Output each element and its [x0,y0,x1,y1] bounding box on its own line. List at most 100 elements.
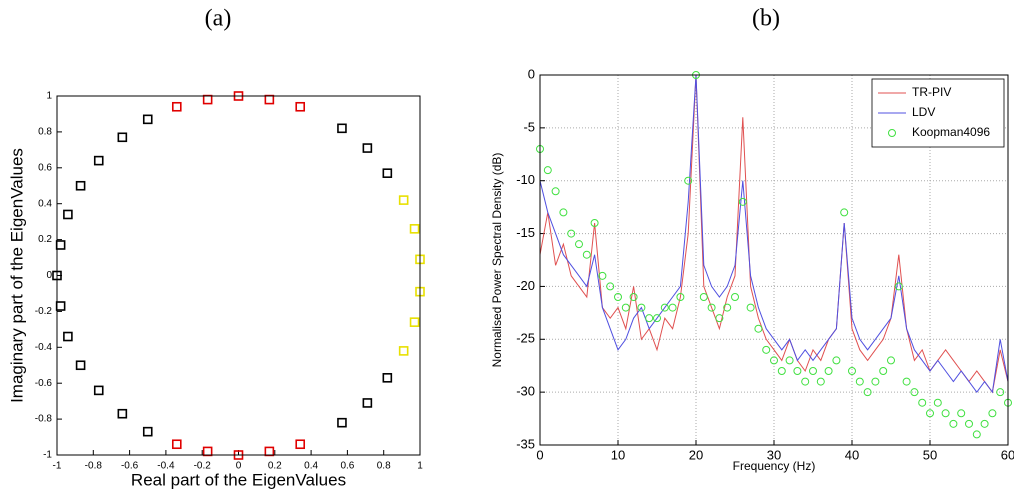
x-tick-label: -0.2 [194,461,212,472]
y-tick-label: -5 [523,119,535,134]
eigenvalue-point [142,114,153,125]
x-tick-label: -0.6 [121,461,139,472]
panel-label: (b) [752,6,780,32]
y-tick-label: -15 [516,225,535,240]
y-tick-label: 0.2 [38,234,52,245]
eigenvalue-point [63,331,73,342]
koopman-point [582,250,591,259]
legend-label: LDV [912,105,935,119]
koopman-point [614,293,622,301]
koopman-point [972,430,981,439]
koopman-point [660,303,669,312]
eigenvalue-point [382,373,393,383]
koopman-point [598,271,607,280]
koopman-point [543,166,552,175]
eigenvalue-point [398,195,409,205]
x-tick-label: 40 [845,447,859,462]
koopman-point [707,303,716,312]
eigenvalue-point [337,123,347,134]
x-tick-label: 0 [236,461,242,472]
x-tick-label: -0.8 [85,461,103,472]
eigenvalue-point [382,168,393,178]
eigenvalue-point [93,385,104,396]
x-tick-label: 50 [923,447,937,462]
koopman-point [551,187,560,196]
eigenvalue-point [75,360,86,371]
x-tick-label: -1 [53,461,62,472]
koopman-point [809,367,817,375]
koopman-point [957,409,966,418]
eigenvalue-point [362,143,373,153]
x-tick-label: 60 [1001,447,1014,462]
x-tick-label: 20 [689,447,703,462]
koopman-point [715,314,724,323]
koopman-point [879,367,888,375]
koopman-point [770,356,778,365]
koopman-point [754,324,763,333]
koopman-point [684,176,693,185]
koopman-point [762,345,771,354]
koopman-point [746,303,755,312]
eigenvalue-point [295,439,306,450]
koopman-point [965,419,973,428]
y-axis-label: Normalised Power Spectral Density (dB) [490,153,504,368]
x-tick-label: 0.2 [268,461,282,472]
koopman-point [676,293,685,301]
y-tick-label: 0.4 [38,198,52,209]
koopman-point [629,293,638,301]
plot-frame [539,74,1009,446]
eigenvalue-point [295,101,306,112]
eigenvalue-point [142,426,153,437]
koopman-point [941,409,950,418]
koopman-point [871,377,880,386]
eigenvalue-point [93,155,104,166]
x-tick-label: 0.4 [304,461,318,472]
y-tick-label: 0 [46,270,52,281]
koopman-point [980,419,989,428]
legend-label: Koopman4096 [912,125,990,139]
koopman-point [653,314,661,323]
koopman-point [575,240,583,249]
y-tick-label: -25 [516,331,535,346]
y-tick-label: -0.2 [35,306,53,317]
eigenvalue-point [337,417,347,428]
koopman-point [793,367,802,375]
y-axis-label: Imaginary part of the EigenValues [7,148,26,403]
koopman-point [926,409,934,418]
y-tick-label: -0.8 [35,414,53,425]
x-tick-label: 10 [611,447,625,462]
koopman-point [887,356,895,365]
koopman-point [933,398,942,407]
koopman-point [988,409,997,418]
y-tick-label: -30 [516,384,535,399]
koopman-point [699,293,708,301]
koopman-point [738,197,747,206]
eigenvalue-point [409,224,420,234]
y-tick-label: -10 [516,172,535,187]
koopman-point [606,282,615,291]
koopman-point [668,303,677,312]
eigenvalue-point [398,346,409,356]
y-tick-label: -1 [43,450,52,461]
eigenvalue-point [362,398,373,408]
koopman-point [785,356,794,365]
koopman-point [567,229,576,238]
koopman-point [801,377,810,386]
y-tick-label: -20 [516,278,535,293]
koopman-point [918,398,927,407]
koopman-point [832,356,841,365]
koopman-point [816,377,825,386]
koopman-point [996,388,1005,397]
koopman-point [840,208,849,217]
y-tick-label: 0 [528,66,535,81]
legend-label: TR-PIV [912,85,951,99]
koopman-point [949,419,958,428]
eigenvalue-point [117,408,128,419]
y-tick-label: 1 [46,91,52,102]
panel-label: (a) [205,6,232,32]
y-tick-label: -35 [516,436,535,451]
koopman-point [637,303,646,312]
koopman-point [621,303,630,312]
koopman-point [855,377,864,386]
y-tick-label: 0.8 [38,127,52,138]
